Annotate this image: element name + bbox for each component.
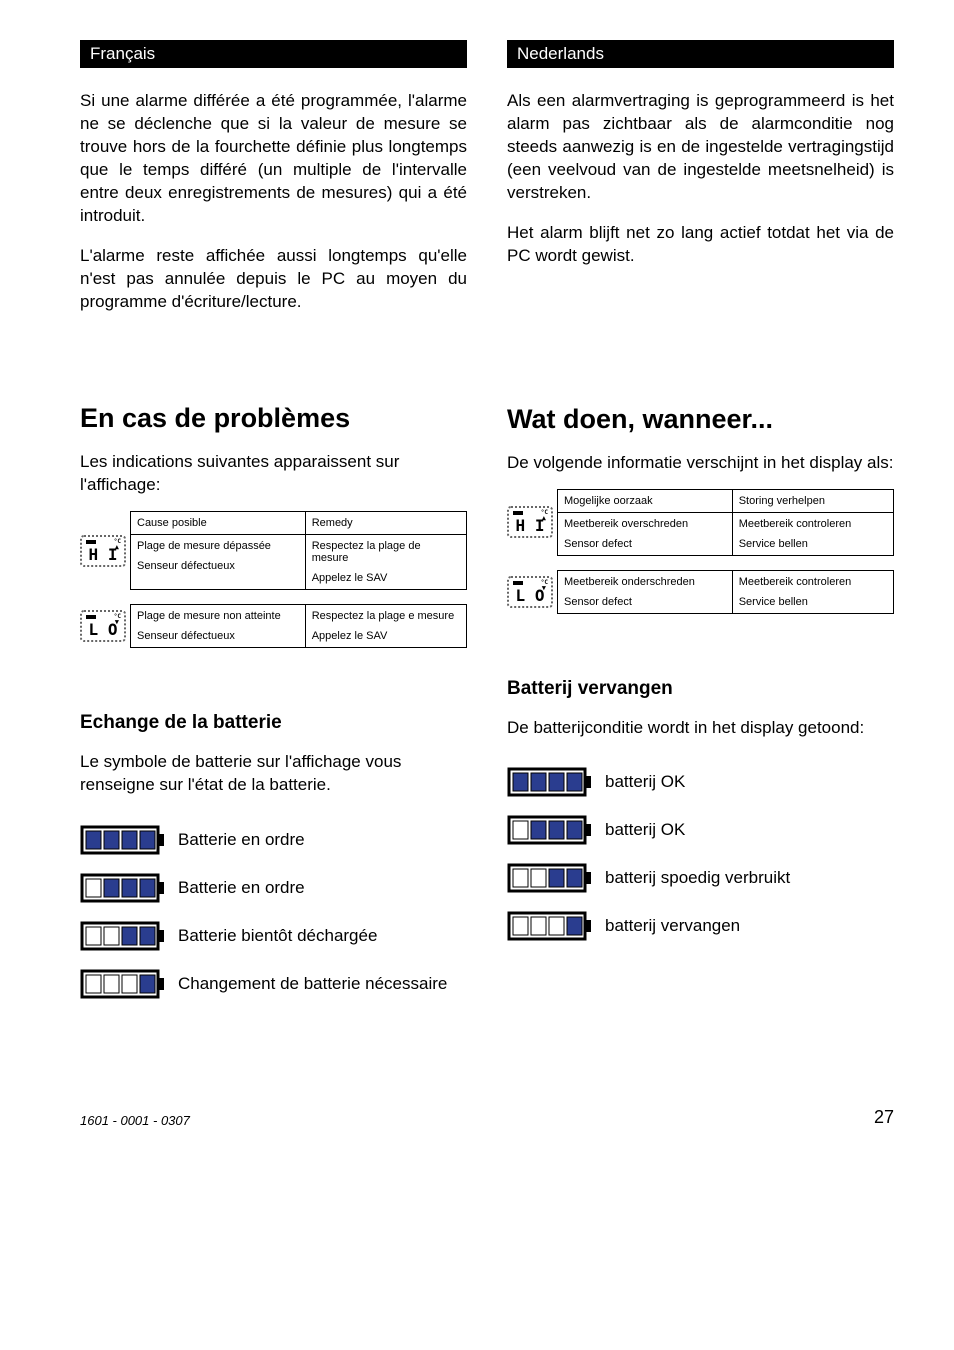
paragraph: L'alarme reste affichée aussi longtemps … [80, 245, 467, 314]
battery-list: Batterie en ordre Batterie en ordre Batt… [80, 825, 467, 999]
th-cause: Cause posible [131, 512, 306, 535]
battery-label: Changement de batterie nécessaire [178, 974, 447, 994]
cell-line: Plage de mesure dépassée [137, 540, 299, 552]
battery-icon [507, 767, 593, 797]
td: Plage de mesure dépassée Senseur défectu… [131, 535, 306, 590]
th-remedy: Storing verhelpen [732, 489, 893, 512]
footer-doc-id: 1601 - 0001 - 0307 [80, 1113, 190, 1128]
cell-line: Appelez le SAV [312, 572, 460, 584]
battery-label: Batterie en ordre [178, 830, 305, 850]
lcd-icon-hi: ▲H I [80, 511, 130, 590]
cell-line: Sensor defect [564, 596, 726, 608]
cell-line: Meetbereik overschreden [564, 518, 726, 530]
section-title: En cas de problèmes [80, 403, 467, 434]
battery-row: batterij vervangen [507, 911, 894, 941]
battery-label: batterij OK [605, 772, 685, 792]
battery-icon [80, 873, 166, 903]
language-header-fr: Français [80, 40, 467, 68]
cell-line: Service bellen [739, 596, 887, 608]
trouble-table: Cause posible Remedy Plage de mesure dép… [130, 511, 467, 590]
subsection-title: Batterij vervangen [507, 678, 894, 700]
td: Meetbereik overschreden Sensor defect [558, 512, 733, 555]
battery-icon [80, 825, 166, 855]
battery-row: batterij OK [507, 815, 894, 845]
battery-label: batterij spoedig verbruikt [605, 868, 790, 888]
paragraph: Het alarm blijft net zo lang actief totd… [507, 222, 894, 268]
subsection-title: Echange de la batterie [80, 712, 467, 734]
battery-icon [80, 969, 166, 999]
cell-line: Appelez le SAV [312, 630, 460, 642]
cell-line: Respectez la plage e mesure [312, 610, 460, 622]
td: Meetbereik controleren Service bellen [732, 570, 893, 613]
trouble-table: Mogelijke oorzaak Storing verhelpen Meet… [557, 489, 894, 556]
battery-label: Batterie bientôt déchargée [178, 926, 377, 946]
battery-row: Batterie en ordre [80, 873, 467, 903]
page: Français Si une alarme différée a été pr… [0, 0, 954, 1158]
trouble-row: ▼L O Plage de mesure non atteinte Senseu… [80, 604, 467, 648]
subsection-text: Le symbole de batterie sur l'affichage v… [80, 751, 467, 797]
language-header-nl: Nederlands [507, 40, 894, 68]
lcd-text: H I [89, 547, 118, 563]
battery-icon [507, 815, 593, 845]
trouble-table: Meetbereik onderschreden Sensor defect M… [557, 570, 894, 614]
trouble-table: Plage de mesure non atteinte Senseur déf… [130, 604, 467, 648]
lcd-text: H I [516, 518, 545, 534]
section-intro: De volgende informatie verschijnt in het… [507, 452, 894, 475]
page-footer: 1601 - 0001 - 0307 27 [80, 1107, 894, 1128]
two-column-layout: Français Si une alarme différée a été pr… [80, 40, 894, 1017]
lcd-text: L O [89, 622, 118, 638]
cell-line: Meetbereik onderschreden [564, 576, 726, 588]
cell-line: Senseur défectueux [137, 630, 299, 642]
trouble-row: ▲H I Mogelijke oorzaak Storing verhelpen… [507, 489, 894, 556]
section-title: Wat doen, wanneer... [507, 404, 894, 435]
section-intro: Les indications suivantes apparaissent s… [80, 451, 467, 497]
cell-line: Meetbereik controleren [739, 518, 887, 530]
cell-line: Senseur défectueux [137, 560, 299, 572]
paragraph: Si une alarme différée a été programmée,… [80, 90, 467, 228]
battery-row: Batterie bientôt déchargée [80, 921, 467, 951]
battery-row: batterij spoedig verbruikt [507, 863, 894, 893]
battery-icon [507, 911, 593, 941]
battery-icon [507, 863, 593, 893]
cell-line: Respectez la plage de mesure [312, 540, 460, 564]
footer-page-number: 27 [874, 1107, 894, 1128]
td: Respectez la plage de mesure Appelez le … [305, 535, 466, 590]
th-cause: Mogelijke oorzaak [558, 489, 733, 512]
lcd-icon-hi: ▲H I [507, 489, 557, 556]
trouble-row: ▲H I Cause posible Remedy Plage de mesur… [80, 511, 467, 590]
battery-row: Changement de batterie nécessaire [80, 969, 467, 999]
battery-row: Batterie en ordre [80, 825, 467, 855]
td: Meetbereik controleren Service bellen [732, 512, 893, 555]
column-french: Français Si une alarme différée a été pr… [80, 40, 467, 1017]
cell-line: Service bellen [739, 538, 887, 550]
cell-line: Sensor defect [564, 538, 726, 550]
td: Respectez la plage e mesure Appelez le S… [305, 605, 466, 648]
battery-row: batterij OK [507, 767, 894, 797]
paragraph: Als een alarmvertraging is geprogrammeer… [507, 90, 894, 205]
td: Meetbereik onderschreden Sensor defect [558, 570, 733, 613]
battery-list: batterij OK batterij OK batterij spoedig… [507, 767, 894, 941]
subsection-text: De batterijconditie wordt in het display… [507, 717, 894, 740]
battery-label: batterij OK [605, 820, 685, 840]
lcd-icon-lo: ▼L O [80, 604, 130, 648]
td: Plage de mesure non atteinte Senseur déf… [131, 605, 306, 648]
battery-label: Batterie en ordre [178, 878, 305, 898]
cell-line: Plage de mesure non atteinte [137, 610, 299, 622]
battery-label: batterij vervangen [605, 916, 740, 936]
th-remedy: Remedy [305, 512, 466, 535]
lcd-text: L O [516, 588, 545, 604]
trouble-row: ▼L O Meetbereik onderschreden Sensor def… [507, 570, 894, 614]
lcd-icon-lo: ▼L O [507, 570, 557, 614]
cell-line: Meetbereik controleren [739, 576, 887, 588]
column-dutch: Nederlands Als een alarmvertraging is ge… [507, 40, 894, 1017]
battery-icon [80, 921, 166, 951]
